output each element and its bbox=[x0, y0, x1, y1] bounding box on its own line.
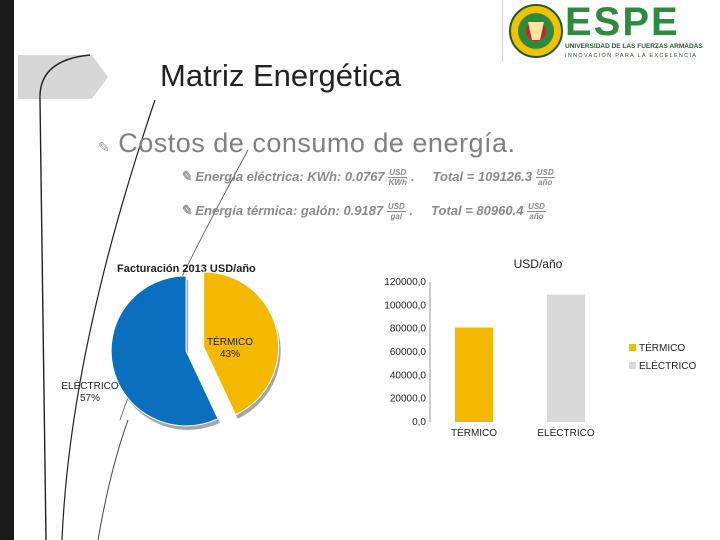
pie-pct-termico: 43% bbox=[220, 349, 240, 360]
x-category-label: ELÉCTRICO bbox=[537, 426, 594, 439]
pie-pct-electrico: 57% bbox=[80, 393, 100, 404]
y-tick-label: 40000,0 bbox=[390, 370, 427, 381]
unit-fraction: USD KWh bbox=[388, 168, 408, 188]
total-unit-fraction: USD año bbox=[527, 202, 546, 222]
pie-label-termico: TÉRMICO bbox=[207, 335, 253, 348]
y-tick-label: 20000,0 bbox=[390, 394, 427, 405]
unit-fraction: USD gal bbox=[386, 202, 406, 222]
legend-label: ELÉCTRICO bbox=[639, 359, 696, 372]
pie-chart: Facturación 2013 USD/año TÉRMICO 43% ELÉ… bbox=[61, 263, 281, 430]
bullet-costos-text: Costos de consumo de energía. bbox=[118, 128, 516, 158]
logo-brand: ESPE bbox=[565, 0, 680, 44]
bar-chart: USD/año 0,0 20000,0 40000,0 60000,0 80000,0 1… bbox=[384, 257, 696, 439]
espe-crest-icon bbox=[509, 4, 563, 58]
y-tick-label: 120000,0 bbox=[384, 277, 426, 288]
y-tick-label: 60000,0 bbox=[390, 347, 427, 358]
x-category-label: TÉRMICO bbox=[451, 426, 497, 439]
pencil-icon: ✎ bbox=[180, 168, 192, 184]
bullet-costos: ✎ Costos de consumo de energía. bbox=[98, 128, 515, 159]
formula-electrica-total: Total = 109126.3 bbox=[432, 169, 533, 184]
y-tick-label: 0,0 bbox=[412, 417, 426, 428]
logo-line1: UNIVERSIDAD DE LAS FUERZAS ARMADAS bbox=[565, 43, 703, 50]
formula-termica: ✎ Energía térmica: galón: 0.9187 USD gal … bbox=[180, 202, 546, 222]
legend-swatch-1 bbox=[629, 362, 636, 369]
legend-swatch-0 bbox=[629, 344, 636, 351]
pie-slice-0 bbox=[203, 271, 280, 416]
y-tick-label: 100000,0 bbox=[384, 300, 426, 311]
pie-title: Facturación 2013 USD/año bbox=[117, 263, 256, 275]
pencil-icon: ✎ bbox=[98, 139, 111, 155]
slide-left-bar bbox=[0, 0, 14, 540]
total-unit-fraction: USD año bbox=[535, 168, 555, 188]
pencil-icon: ✎ bbox=[180, 202, 192, 218]
legend-label: TÉRMICO bbox=[639, 341, 685, 354]
slide-title: Matriz Energética bbox=[160, 58, 402, 93]
bar-1 bbox=[547, 294, 585, 422]
pie-label-electrico: ELÉCTRICO bbox=[61, 379, 118, 392]
formula-electrica: ✎ Energía eléctrica: KWh: 0.0767 USD KWh … bbox=[180, 168, 555, 188]
y-tick-label: 80000,0 bbox=[390, 324, 427, 335]
formula-termica-label: Energía térmica: galón: 0.9187 bbox=[195, 203, 384, 218]
logo-line2: INNOVACIÓN PARA LA EXCELENCIA bbox=[565, 53, 698, 59]
bar-0 bbox=[455, 327, 493, 422]
espe-logo: ESPE UNIVERSIDAD DE LAS FUERZAS ARMADAS … bbox=[502, 0, 720, 62]
bar-title: USD/año bbox=[514, 257, 563, 271]
formula-electrica-label: Energía eléctrica: KWh: 0.0767 bbox=[195, 169, 385, 184]
pie-slice-1 bbox=[110, 275, 219, 427]
title-banner-arrow bbox=[18, 55, 108, 99]
formula-termica-total: Total = 80960.4 bbox=[431, 203, 524, 218]
